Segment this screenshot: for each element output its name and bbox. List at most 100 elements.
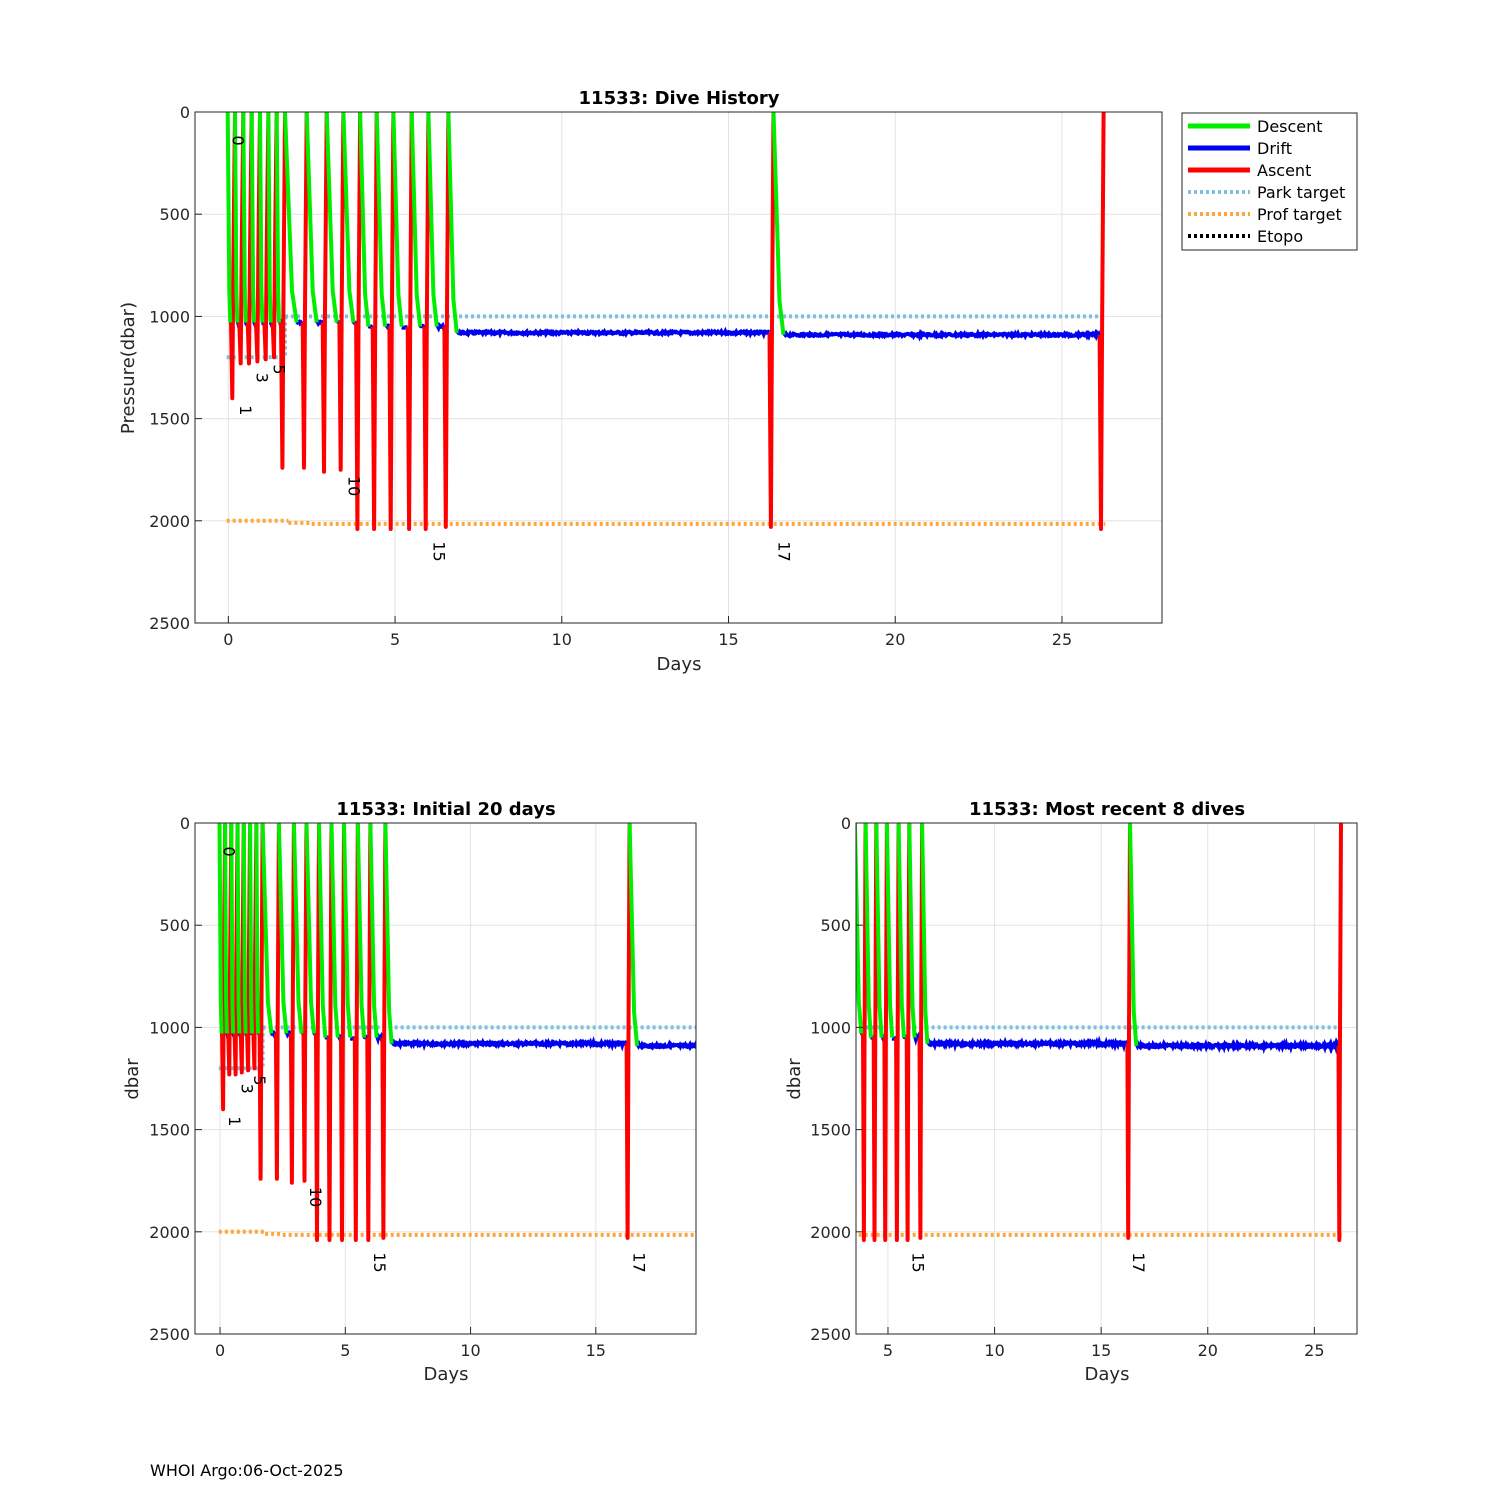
ascent-series	[320, 112, 329, 474]
dive-number-label: 10	[306, 1187, 325, 1207]
most-recent-dives-ylabel: dbar	[784, 1058, 805, 1100]
drift-series	[269, 1029, 278, 1039]
descent-series	[409, 112, 423, 327]
axes-frame	[194, 111, 1163, 624]
drift-series	[1134, 1036, 1341, 1055]
y-tick-label: 0	[180, 814, 190, 833]
ascent-series	[314, 823, 321, 1242]
descent-series	[884, 823, 895, 1038]
descent-series	[329, 823, 340, 1038]
descent-series	[342, 823, 353, 1038]
dive-number-label: 15	[429, 541, 448, 561]
descent-series	[920, 823, 930, 1044]
plot-area	[217, 823, 696, 1242]
descent-series	[266, 112, 273, 323]
dive-history-ylabel: Pressure(dbar)	[118, 302, 139, 434]
ascent-series	[354, 112, 363, 531]
x-tick-label: 20	[885, 630, 905, 649]
y-tick-label: 2500	[149, 614, 190, 633]
ascent-series	[904, 823, 912, 1242]
descent-series	[355, 823, 367, 1038]
legend-box	[1181, 112, 1358, 251]
dive-number-label: 5	[250, 1075, 269, 1085]
drift-series	[925, 1035, 1129, 1053]
y-tick-label: 2500	[810, 1325, 851, 1344]
descent-series	[254, 823, 261, 1034]
drift-series	[635, 1039, 696, 1052]
ascent-series	[767, 112, 776, 529]
descent-series	[896, 823, 906, 1038]
descent-series	[241, 112, 248, 323]
y-tick-label: 1500	[149, 410, 190, 429]
ascent-series	[370, 112, 379, 531]
legend-label-ascent: Ascent	[1257, 161, 1311, 180]
y-tick-label: 2000	[810, 1223, 851, 1242]
ascent-series	[352, 823, 360, 1242]
dive-number-label: 10	[344, 476, 363, 496]
descent-series	[341, 112, 356, 323]
descent-series	[260, 823, 274, 1034]
dive-history-title: 11533: Dive History	[579, 88, 780, 109]
ascent-series	[871, 823, 879, 1242]
descent-series	[276, 823, 289, 1034]
y-tick-label: 2500	[149, 1325, 190, 1344]
y-tick-label: 1500	[810, 1121, 851, 1140]
x-tick-label: 15	[1091, 1341, 1111, 1360]
legend-label-prof_target: Prof target	[1257, 205, 1342, 224]
drift-series	[390, 1035, 628, 1052]
x-tick-label: 25	[1304, 1341, 1324, 1360]
descent-series	[907, 823, 917, 1038]
y-tick-label: 2000	[149, 1223, 190, 1242]
y-tick-label: 1000	[149, 307, 190, 326]
descent-series	[274, 112, 281, 323]
dive-number-label: 17	[775, 541, 794, 561]
x-tick-label: 10	[460, 1341, 480, 1360]
ascent-series	[917, 823, 925, 1240]
descent-series	[874, 823, 884, 1038]
initial-20-days-xlabel: Days	[424, 1364, 469, 1385]
dive-number-label: 3	[253, 373, 272, 383]
axes-frame	[194, 822, 697, 1335]
x-tick-label: 10	[984, 1341, 1004, 1360]
dive-number-label: 3	[237, 1084, 256, 1094]
initial-20-days-ylabel: dbar	[122, 1058, 143, 1100]
legend-label-descent: Descent	[1257, 117, 1323, 136]
ascent-series	[422, 112, 431, 531]
ascent-series	[365, 823, 373, 1242]
drift-series	[295, 319, 304, 327]
descent-series	[374, 112, 388, 327]
most-recent-dives-axes: 11533: Most recent 8 dives Days dbar 15 1…	[784, 799, 1358, 1385]
descent-series	[283, 112, 299, 323]
x-tick-label: 0	[215, 1341, 225, 1360]
ascent-series	[301, 823, 309, 1183]
x-tick-label: 10	[552, 630, 572, 649]
dive-number-label: 0	[219, 847, 238, 857]
y-tick-label: 1500	[149, 1121, 190, 1140]
dive-number-label: 1	[236, 405, 255, 415]
ascent-series	[337, 112, 346, 472]
ascent-series	[1125, 823, 1132, 1240]
ascent-series	[279, 112, 287, 470]
descent-series	[383, 823, 394, 1044]
ascent-series	[339, 823, 346, 1242]
y-tick-label: 1000	[149, 1018, 190, 1037]
descent-series	[368, 823, 379, 1038]
dive-number-label: 5	[269, 364, 288, 374]
x-tick-label: 5	[883, 1341, 893, 1360]
dive-number-label: 17	[1129, 1252, 1148, 1272]
ascent-series	[624, 823, 632, 1240]
dive-number-label: 1	[225, 1116, 244, 1126]
plot-area	[225, 112, 1106, 531]
legend-label-park_target: Park target	[1257, 183, 1345, 202]
legend: Descent Drift Ascent Park target Prof target…	[1181, 112, 1358, 251]
dive-number-label: 0	[229, 136, 248, 146]
most-recent-dives-xlabel: Days	[1085, 1364, 1130, 1385]
x-tick-label: 5	[390, 630, 400, 649]
y-tick-label: 500	[159, 916, 190, 935]
descent-series	[1128, 823, 1139, 1046]
descent-series	[627, 823, 640, 1046]
descent-series	[225, 112, 233, 323]
ascent-series	[894, 823, 901, 1242]
descent-series	[233, 112, 240, 323]
